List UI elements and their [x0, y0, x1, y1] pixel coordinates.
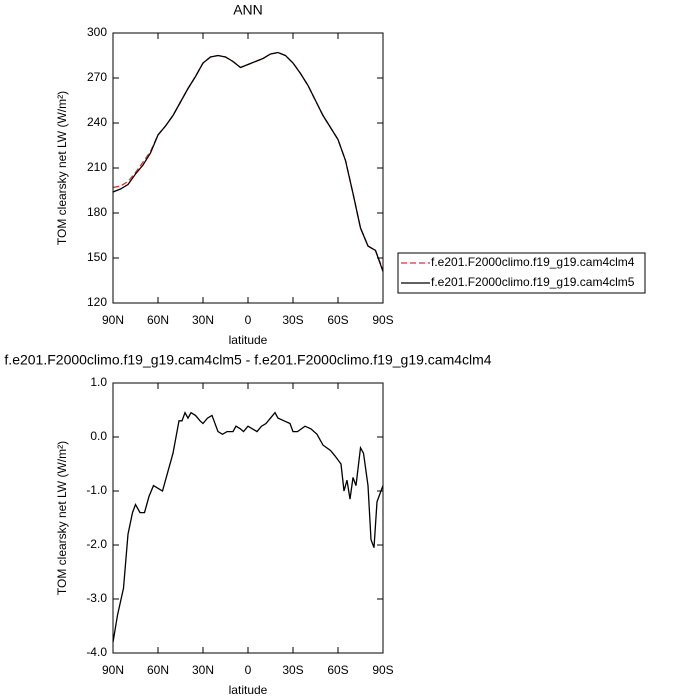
plot-frame [112, 32, 384, 304]
legend-label: f.e201.F2000climo.f19_g19.cam4clm5 [431, 275, 635, 289]
y-tick-label: 150 [87, 250, 107, 264]
x-tick-label: 60S [327, 313, 348, 327]
y-tick-label: 180 [87, 205, 107, 219]
x-tick-label: 90S [372, 313, 393, 327]
y-tick-label: 210 [87, 160, 107, 174]
y-axis-label: TOM clearsky net LW (W/m²) [55, 441, 69, 595]
legend-box [397, 252, 646, 294]
panel: f.e201.F2000climo.f19_g19.cam4clm5 - f.e… [4, 352, 491, 697]
y-tick-label: -1.0 [86, 483, 107, 497]
chart-title: ANN [233, 2, 263, 18]
x-tick-label: 90N [102, 313, 124, 327]
x-tick-label: 30S [282, 313, 303, 327]
chart-title: f.e201.F2000climo.f19_g19.cam4clm5 - f.e… [4, 352, 491, 368]
legend-label: f.e201.F2000climo.f19_g19.cam4clm4 [431, 255, 635, 269]
x-tick-label: 90N [102, 663, 124, 677]
x-axis-label: latitude [229, 683, 268, 697]
x-tick-label: 30N [192, 313, 214, 327]
y-tick-label: 240 [87, 115, 107, 129]
x-tick-label: 60N [147, 313, 169, 327]
x-axis-label: latitude [229, 333, 268, 347]
y-tick-label: 120 [87, 295, 107, 309]
x-tick-label: 30N [192, 663, 214, 677]
y-tick-label: 270 [87, 70, 107, 84]
x-tick-label: 0 [245, 663, 252, 677]
y-axis-label: TOM clearsky net LW (W/m²) [55, 91, 69, 245]
plot-frame [112, 382, 384, 654]
y-tick-label: -3.0 [86, 591, 107, 605]
x-tick-label: 0 [245, 313, 252, 327]
y-tick-label: 300 [87, 25, 107, 39]
y-tick-label: 1.0 [90, 375, 107, 389]
series-line [112, 411, 384, 643]
series-line [112, 51, 384, 271]
y-tick-label: -2.0 [86, 537, 107, 551]
x-tick-label: 60S [327, 663, 348, 677]
y-tick-label: 0.0 [90, 429, 107, 443]
x-tick-label: 60N [147, 663, 169, 677]
y-tick-label: -4.0 [86, 645, 107, 659]
series-line [112, 51, 384, 272]
x-tick-label: 30S [282, 663, 303, 677]
panel: ANN latitude TOM clearsky net LW (W/m²) 90N… [55, 2, 646, 347]
x-tick-label: 90S [372, 663, 393, 677]
